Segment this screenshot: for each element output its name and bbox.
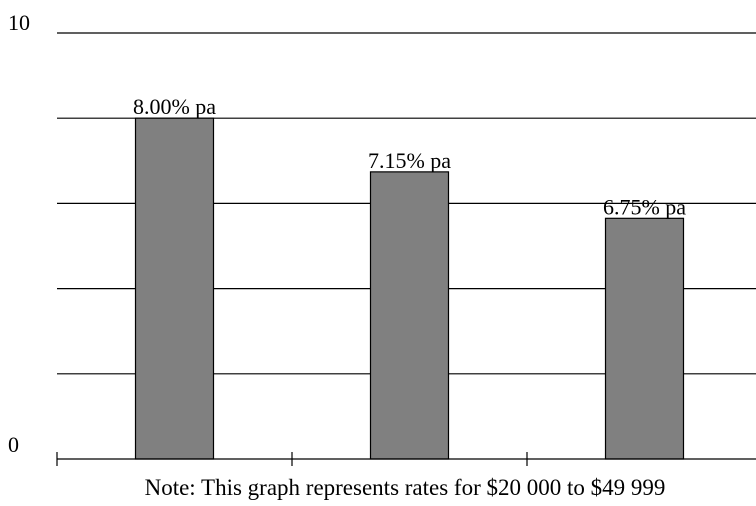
data-label: 8.00% pa: [133, 94, 216, 119]
bar: [369, 171, 450, 460]
x-axis: [56, 452, 756, 466]
bars: [134, 117, 685, 460]
data-label: 6.75% pa: [603, 194, 686, 219]
bar: [134, 117, 215, 460]
y-tick-label-min: 0: [8, 432, 19, 457]
chart-note: Note: This graph represents rates for $2…: [145, 475, 666, 500]
data-labels: 8.00% pa 7.15% pa 6.75% pa: [133, 94, 686, 219]
data-label: 7.15% pa: [368, 148, 451, 173]
bar: [604, 217, 685, 460]
y-tick-label-max: 10: [8, 10, 30, 35]
